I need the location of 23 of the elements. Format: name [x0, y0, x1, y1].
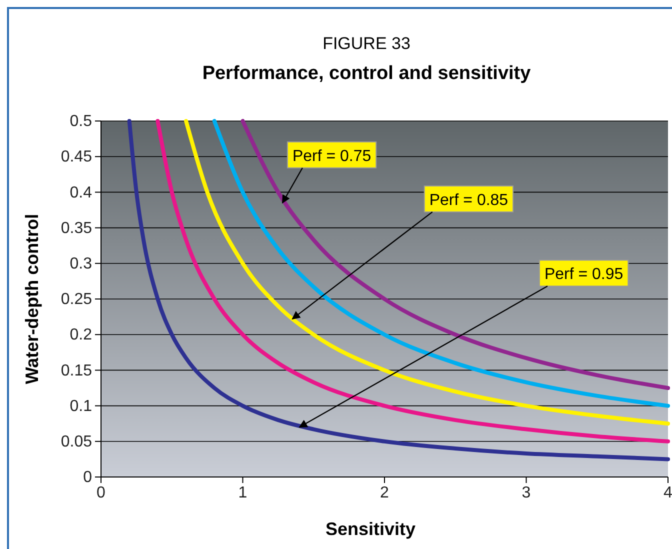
x-tick-label: 3: [522, 484, 531, 502]
annotation: Perf = 0.75: [292, 148, 372, 165]
annotation: Perf = 0.95: [544, 266, 624, 284]
y-tick-label: 0.4: [70, 184, 92, 202]
chart-title: FIGURE 33: [322, 34, 410, 53]
x-tick-label: 2: [380, 484, 390, 502]
y-axis-title: Water-depth control: [22, 214, 42, 384]
y-tick-label: 0.25: [60, 291, 92, 308]
x-axis-title: Sensitivity: [325, 519, 416, 539]
y-tick-label: 0.1: [70, 398, 92, 415]
y-tick-label: 0.5: [70, 113, 92, 130]
y-tick-label: 0.15: [60, 362, 92, 380]
y-tick-label: 0.35: [60, 220, 92, 237]
y-tick-label: 0.05: [60, 434, 92, 451]
x-tick-label: 0: [96, 484, 106, 502]
y-tick-label: 0.2: [70, 326, 92, 344]
x-tick-label: 4: [664, 484, 672, 502]
y-tick-label: 0: [83, 469, 92, 486]
x-tick-label: 1: [238, 484, 248, 502]
chart-subtitle: Performance, control and sensitivity: [202, 63, 532, 84]
y-tick-label: 0.3: [70, 256, 92, 273]
y-tick-label: 0.45: [60, 148, 92, 166]
annotation: Perf = 0.85: [429, 192, 508, 209]
